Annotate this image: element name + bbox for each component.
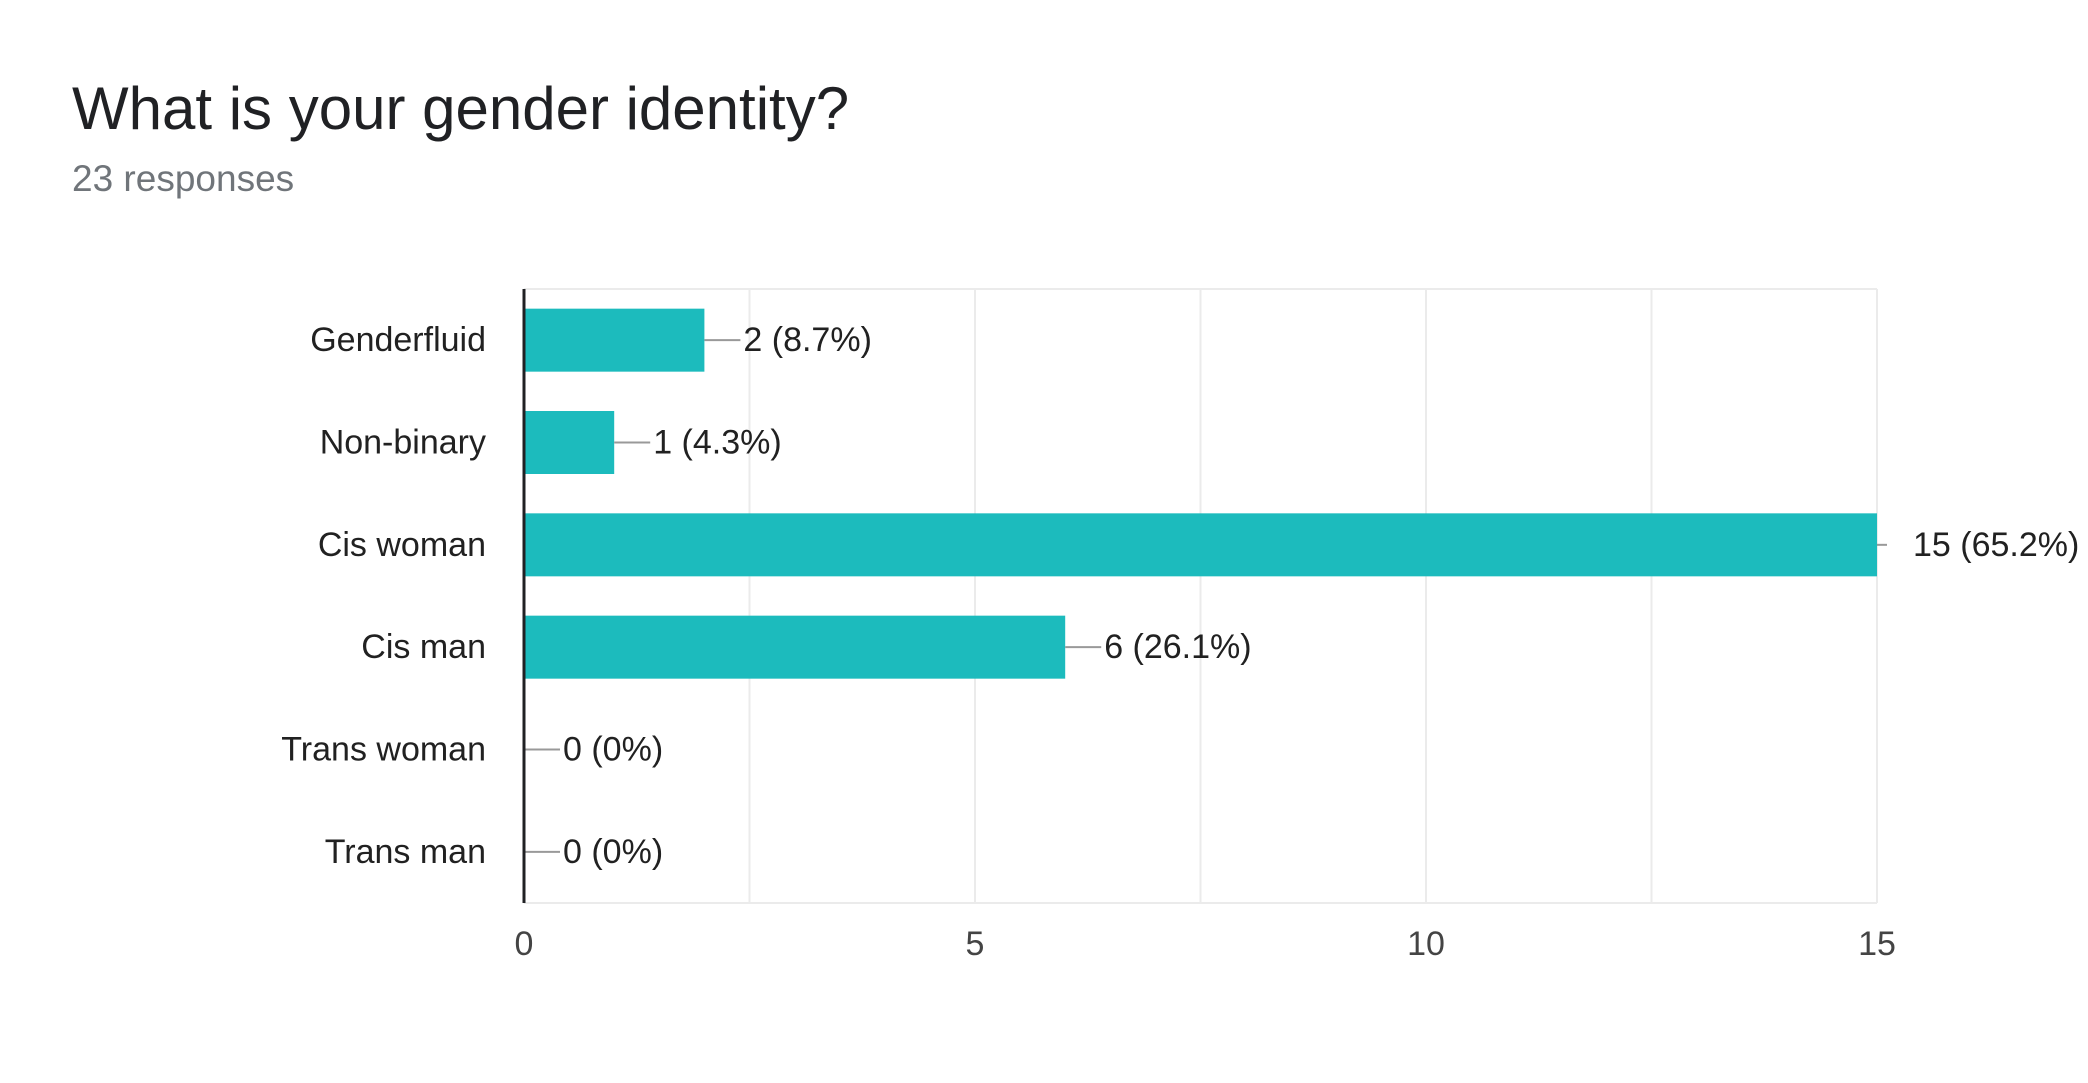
x-tick-label: 5: [966, 925, 985, 963]
data-label: 1 (4.3%): [653, 424, 782, 462]
response-count: 23 responses: [72, 158, 295, 199]
category-label: Genderfluid: [310, 321, 486, 359]
data-label: 0 (0%): [563, 833, 663, 871]
category-label: Trans woman: [281, 731, 486, 769]
chart-title: What is your gender identity?: [72, 75, 850, 142]
data-label: 6 (26.1%): [1104, 628, 1251, 666]
data-label: 0 (0%): [563, 731, 663, 769]
grid-layer: [524, 288, 1878, 904]
category-label: Non-binary: [320, 424, 486, 462]
data-label: 15 (65.2%): [1913, 526, 2079, 564]
category-label: Cis man: [361, 628, 486, 666]
bar-genderfluid: [524, 308, 705, 372]
category-label: Trans man: [325, 833, 486, 871]
x-tick-label: 10: [1407, 925, 1445, 963]
x-tick-label: 15: [1858, 925, 1896, 963]
bars-layer: [524, 308, 1877, 679]
x-tick-label: 0: [515, 925, 534, 963]
axis-layer: 0 5 10 15: [515, 289, 1896, 963]
labels-layer: Genderfluid 2 (8.7%) Non-binary 1 (4.3%) Cis…: [281, 321, 2079, 871]
bar-cis-woman: [524, 513, 1877, 577]
data-label: 2 (8.7%): [743, 321, 872, 359]
bar-cis-man: [524, 615, 1066, 679]
category-label: Cis woman: [318, 526, 486, 564]
bar-non-binary: [524, 411, 615, 474]
